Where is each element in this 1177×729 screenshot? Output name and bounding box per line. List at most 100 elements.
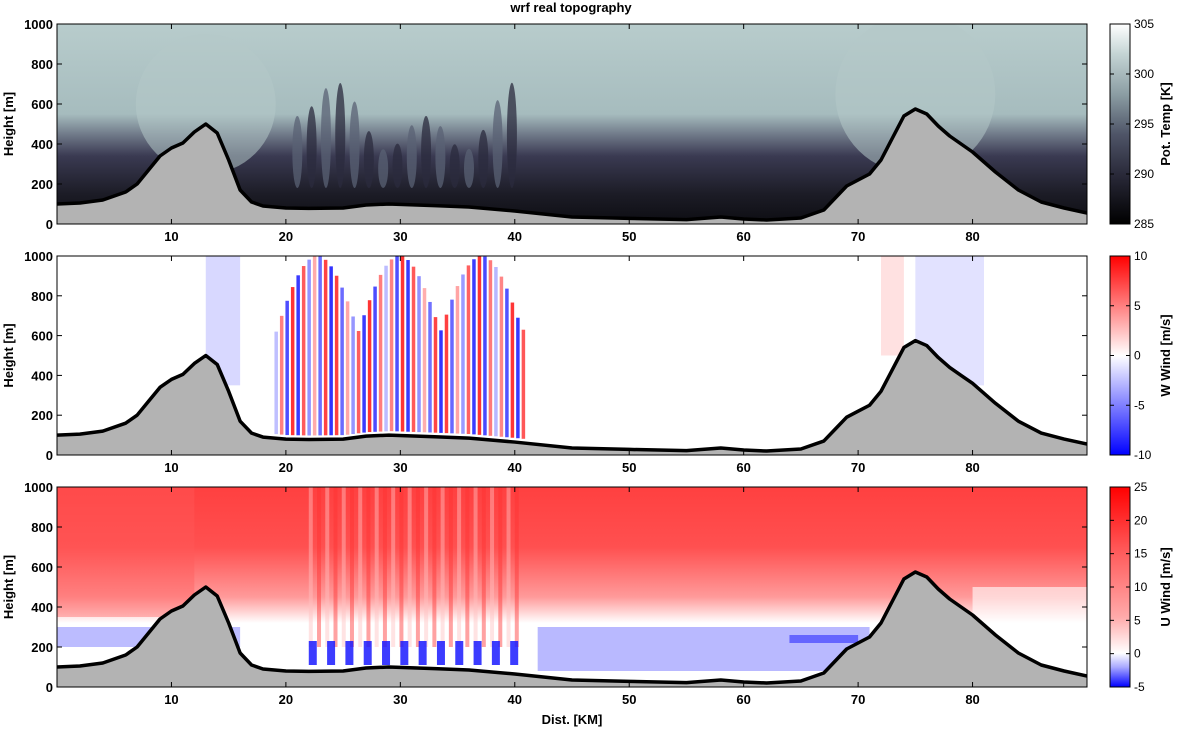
x-tick-label: 20 — [279, 229, 293, 244]
w-wave-stripe — [362, 315, 366, 433]
colorbar-tick-label: 10 — [1134, 249, 1148, 263]
colorbar-w-wind: -10 -5 0 5 10 W Wind [m/s] — [1109, 249, 1173, 462]
x-tick-label: 30 — [393, 460, 407, 475]
x-tick-label: 60 — [736, 460, 750, 475]
y-tick-label: 600 — [31, 560, 53, 575]
terrain-fill — [57, 572, 1087, 687]
terrain-line — [57, 107, 1087, 222]
w-wave-stripe — [516, 317, 520, 439]
u-wave-stripe — [473, 487, 478, 647]
temp-wave-lobe — [306, 106, 317, 188]
panel-potential-temperature: 10 20 30 40 50 60 70 8002004006008001000Height … — [1, 17, 1173, 244]
panels: 10 20 30 40 50 60 70 8002004006008001000Height … — [1, 17, 1173, 727]
u-wave-stripe — [490, 487, 495, 647]
u-reverse-valley — [537, 627, 870, 671]
u-wave-stripe — [415, 487, 420, 647]
w-wave-stripe — [389, 259, 394, 432]
w-wave-stripe — [444, 314, 449, 434]
u-wave-stripe — [366, 487, 371, 647]
u-reverse-cell — [473, 641, 482, 665]
w-wave-stripe — [510, 302, 515, 438]
u-wave-stripe — [349, 487, 354, 647]
u-reverse-cell — [400, 641, 409, 665]
u-wave-stripe — [498, 487, 503, 647]
w-wave-stripe — [285, 300, 289, 436]
w-wave-stripe — [461, 274, 465, 434]
temp-wave-lobe — [506, 82, 517, 188]
field-w-wind — [57, 256, 1087, 455]
temp-wave-lobe — [435, 126, 446, 188]
u-wave-stripe — [424, 487, 429, 647]
x-tick-label: 70 — [851, 460, 865, 475]
x-tick-label: 30 — [393, 692, 407, 707]
u-wave-stripe — [333, 487, 338, 647]
temp-wave-lobe — [478, 129, 489, 189]
colorbar-tick-label: 290 — [1134, 167, 1154, 181]
colorbar-label: W Wind [m/s] — [1158, 314, 1173, 396]
u-reverse-cell — [382, 641, 391, 665]
x-tick-label: 80 — [965, 692, 979, 707]
y-tick-label: 0 — [46, 680, 53, 695]
w-wave-stripe — [505, 288, 509, 438]
y-tick-label: 800 — [31, 520, 53, 535]
u-reverse-cell — [327, 641, 336, 665]
u-reverse-cell — [345, 641, 354, 665]
w-upwind-east — [881, 256, 904, 356]
y-tick-label: 400 — [31, 137, 53, 152]
w-wave-stripe — [340, 287, 344, 436]
temp-wave-lobe — [292, 116, 303, 188]
u-wave-stripe — [308, 487, 313, 647]
w-wave-stripe — [323, 259, 328, 436]
plot-frame — [56, 255, 1088, 456]
x-tick-label: 40 — [508, 229, 522, 244]
temp-wave-lobe — [378, 149, 389, 189]
colorbar-tick-label: -5 — [1134, 398, 1145, 412]
w-wave-stripe — [450, 299, 454, 434]
colorbar-potential-temperature: 285 290 295 300 305 Pot. Temp [K] — [1109, 17, 1173, 231]
w-wave-stripe — [367, 300, 372, 433]
w-wave-stripe — [318, 256, 322, 436]
w-wave-stripe — [439, 330, 443, 433]
x-tick-label: 50 — [622, 692, 636, 707]
figure-title: wrf real topography — [509, 0, 632, 15]
y-tick-label: 800 — [31, 57, 53, 72]
u-reverse-cell — [436, 641, 445, 665]
field-potential-temperature — [57, 24, 1087, 224]
u-wave-stripe — [317, 487, 322, 647]
w-wave-stripe — [290, 287, 295, 436]
x-tick-label: 80 — [965, 229, 979, 244]
x-tick-label: 70 — [851, 692, 865, 707]
y-tick-label: 800 — [31, 289, 53, 304]
w-wave-stripe — [345, 301, 350, 435]
w-wave-stripe — [384, 265, 388, 432]
y-tick-label: 600 — [31, 97, 53, 112]
terrain-line — [57, 338, 1087, 453]
y-axis-label: Height [m] — [1, 323, 16, 387]
y-tick-label: 0 — [46, 448, 53, 463]
u-wave-stripe — [448, 487, 453, 647]
x-tick-label: 80 — [965, 460, 979, 475]
x-axis-label: Dist. [KM] — [542, 712, 603, 727]
x-tick-label: 10 — [164, 229, 178, 244]
u-wave-stripe — [358, 487, 363, 647]
w-wave-stripe — [483, 256, 487, 436]
colorbar-tick-label: 305 — [1134, 17, 1154, 31]
u-wave-stripe — [481, 487, 486, 647]
u-reverse-cell — [308, 641, 317, 665]
x-tick-label: 60 — [736, 692, 750, 707]
temp-wave-lobe — [449, 144, 460, 188]
x-tick-label: 50 — [622, 229, 636, 244]
w-wave-stripe — [472, 259, 476, 435]
w-wave-stripe — [422, 288, 427, 433]
temp-wave-lobe — [320, 88, 331, 188]
y-tick-label: 1000 — [24, 249, 53, 264]
colorbar-tick-label: 10 — [1134, 580, 1148, 594]
u-wave-stripe — [440, 487, 445, 647]
u-wave-stripe — [341, 487, 346, 647]
colorbar-tick-label: 295 — [1134, 117, 1154, 131]
y-tick-label: 400 — [31, 600, 53, 615]
w-wave-stripe — [395, 256, 399, 432]
temp-wave-lobe — [392, 143, 403, 188]
u-wave-stripe — [432, 487, 437, 647]
field-u-wind — [57, 487, 1087, 687]
